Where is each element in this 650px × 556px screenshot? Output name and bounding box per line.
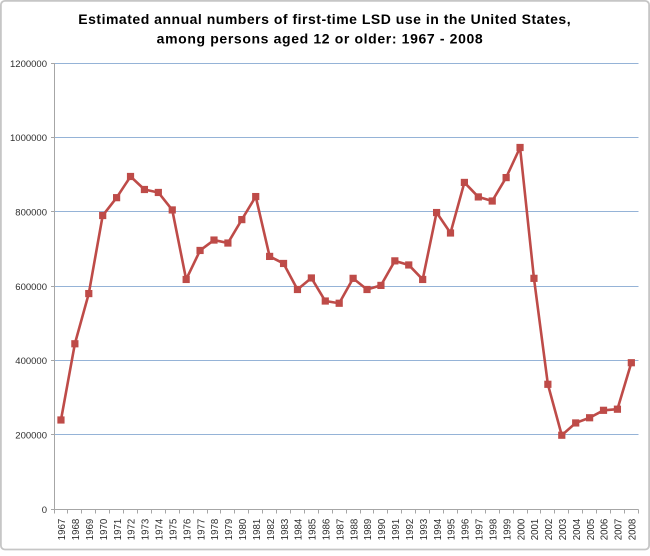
svg-text:1994: 1994 <box>433 518 444 540</box>
svg-text:1997: 1997 <box>475 519 486 541</box>
svg-text:1967: 1967 <box>57 519 68 541</box>
svg-text:2001: 2001 <box>530 519 541 541</box>
svg-text:600000: 600000 <box>15 282 47 293</box>
svg-text:2000: 2000 <box>516 518 527 540</box>
svg-text:1989: 1989 <box>363 519 374 541</box>
svg-text:1970: 1970 <box>99 518 110 540</box>
svg-text:1988: 1988 <box>349 519 360 541</box>
svg-text:0: 0 <box>42 505 47 516</box>
svg-text:1968: 1968 <box>71 519 82 541</box>
svg-text:2002: 2002 <box>544 519 555 541</box>
svg-text:800000: 800000 <box>15 208 47 219</box>
svg-text:1996: 1996 <box>461 519 472 541</box>
svg-text:2004: 2004 <box>572 518 583 540</box>
svg-text:1971: 1971 <box>113 519 124 541</box>
svg-text:1990: 1990 <box>377 518 388 540</box>
svg-text:1991: 1991 <box>391 519 402 541</box>
svg-text:1979: 1979 <box>224 519 235 541</box>
svg-text:1977: 1977 <box>196 519 207 541</box>
svg-text:1984: 1984 <box>294 518 305 540</box>
svg-text:400000: 400000 <box>15 356 47 367</box>
svg-text:2003: 2003 <box>558 519 569 541</box>
svg-text:1998: 1998 <box>488 519 499 541</box>
svg-text:1981: 1981 <box>252 519 263 541</box>
svg-text:2006: 2006 <box>600 519 611 541</box>
svg-text:1972: 1972 <box>127 519 138 541</box>
svg-text:1995: 1995 <box>447 519 458 541</box>
svg-text:Estimated annual numbers of fi: Estimated annual numbers of first-time L… <box>78 11 571 27</box>
svg-text:1986: 1986 <box>321 519 332 541</box>
svg-text:among persons aged 12 or older: among persons aged 12 or older: 1967 - 2… <box>157 31 484 47</box>
svg-text:1985: 1985 <box>308 519 319 541</box>
svg-text:200000: 200000 <box>15 431 47 442</box>
svg-text:1974: 1974 <box>155 518 166 540</box>
svg-text:2008: 2008 <box>628 519 639 541</box>
svg-text:1999: 1999 <box>502 519 513 541</box>
svg-text:1969: 1969 <box>85 519 96 541</box>
svg-text:2007: 2007 <box>614 519 625 541</box>
svg-text:1992: 1992 <box>405 519 416 541</box>
svg-text:1975: 1975 <box>168 519 179 541</box>
svg-text:1993: 1993 <box>419 519 430 541</box>
svg-text:1983: 1983 <box>280 519 291 541</box>
svg-text:1978: 1978 <box>210 519 221 541</box>
svg-text:1976: 1976 <box>182 519 193 541</box>
svg-text:1000000: 1000000 <box>10 133 47 144</box>
svg-text:1980: 1980 <box>238 518 249 540</box>
svg-text:1982: 1982 <box>266 519 277 541</box>
svg-text:1200000: 1200000 <box>10 59 47 70</box>
svg-text:1973: 1973 <box>141 519 152 541</box>
svg-text:2005: 2005 <box>586 519 597 541</box>
svg-text:1987: 1987 <box>335 519 346 541</box>
